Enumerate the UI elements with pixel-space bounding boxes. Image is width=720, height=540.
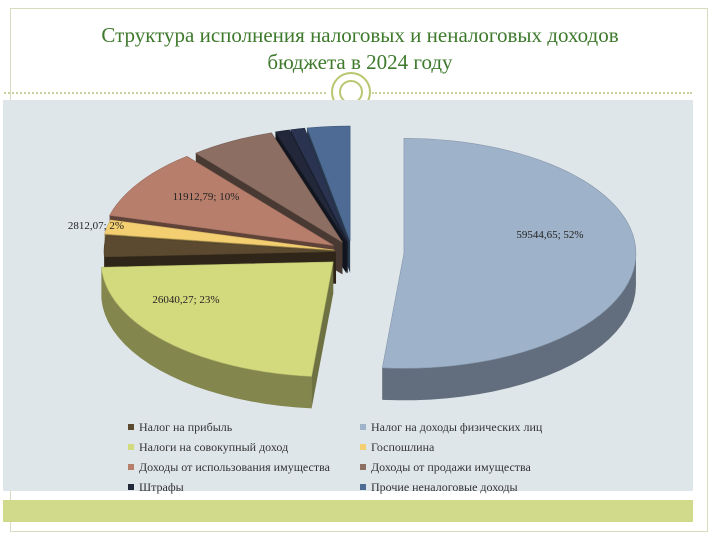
slice-6 — [274, 129, 347, 242]
legend-swatch — [128, 464, 134, 471]
data-label-0: 59544,65; 52% — [516, 229, 583, 241]
data-label-4: 11912,79; 10% — [173, 191, 240, 203]
title-line-1: Структура исполнения налоговых и неналог… — [101, 23, 619, 47]
legend-label: Налоги на совокупный доход — [139, 440, 289, 454]
legend-swatch — [128, 484, 134, 491]
slice-4 — [109, 155, 334, 246]
legend-label: Штрафы — [139, 480, 184, 494]
legend-item: Штрафы — [128, 480, 184, 494]
slice-side-1 — [101, 267, 312, 409]
slice-8 — [306, 125, 351, 242]
legend-swatch — [360, 444, 366, 451]
legend-item: Налог на прибыль — [128, 420, 232, 434]
title-line-2: бюджета в 2024 году — [267, 50, 453, 74]
data-label-1: 26040,27; 23% — [152, 294, 219, 306]
data-label-3: 2812,07; 2% — [68, 220, 124, 232]
slice-5 — [195, 132, 343, 243]
slice-1 — [101, 261, 334, 377]
legend-label: Налог на доходы физических лиц — [371, 420, 543, 434]
title-divider-right — [372, 92, 692, 94]
slide-title: Структура исполнения налоговых и неналог… — [0, 22, 720, 76]
legend-label: Налог на прибыль — [139, 420, 233, 434]
legend-item: Прочие неналоговые доходы — [360, 480, 518, 494]
legend-swatch — [360, 424, 366, 431]
legend-label: Госпошлина — [371, 440, 435, 454]
slice-side-0 — [382, 253, 636, 401]
slice-7 — [290, 127, 348, 242]
legend-item: Доходы от использования имущества — [128, 460, 330, 474]
legend-item: Доходы от продажи имущества — [360, 460, 531, 474]
legend-swatch — [128, 424, 134, 431]
legend-label: Доходы от использования имущества — [139, 460, 330, 474]
legend-swatch — [360, 464, 366, 471]
footer-bar — [3, 500, 693, 522]
pie-tops — [101, 125, 637, 377]
legend-swatch — [360, 484, 366, 491]
legend-label: Прочие неналоговые доходы — [371, 480, 518, 494]
legend-item: Налог на доходы физических лиц — [360, 420, 542, 434]
legend-item: Госпошлина — [360, 440, 434, 454]
legend-item: Налоги на совокупный доход — [128, 440, 288, 454]
slice-2 — [103, 235, 337, 258]
pie-labels: 59544,65; 52% 26040,27; 23% 2812,07; 2% 119… — [68, 191, 584, 306]
title-divider-left — [4, 92, 326, 94]
slice-3 — [104, 219, 335, 251]
slice-wall-1-0 — [311, 261, 334, 409]
legend-label: Доходы от продажи имущества — [371, 460, 531, 474]
slice-0 — [381, 138, 637, 369]
legend-swatch — [128, 444, 134, 451]
